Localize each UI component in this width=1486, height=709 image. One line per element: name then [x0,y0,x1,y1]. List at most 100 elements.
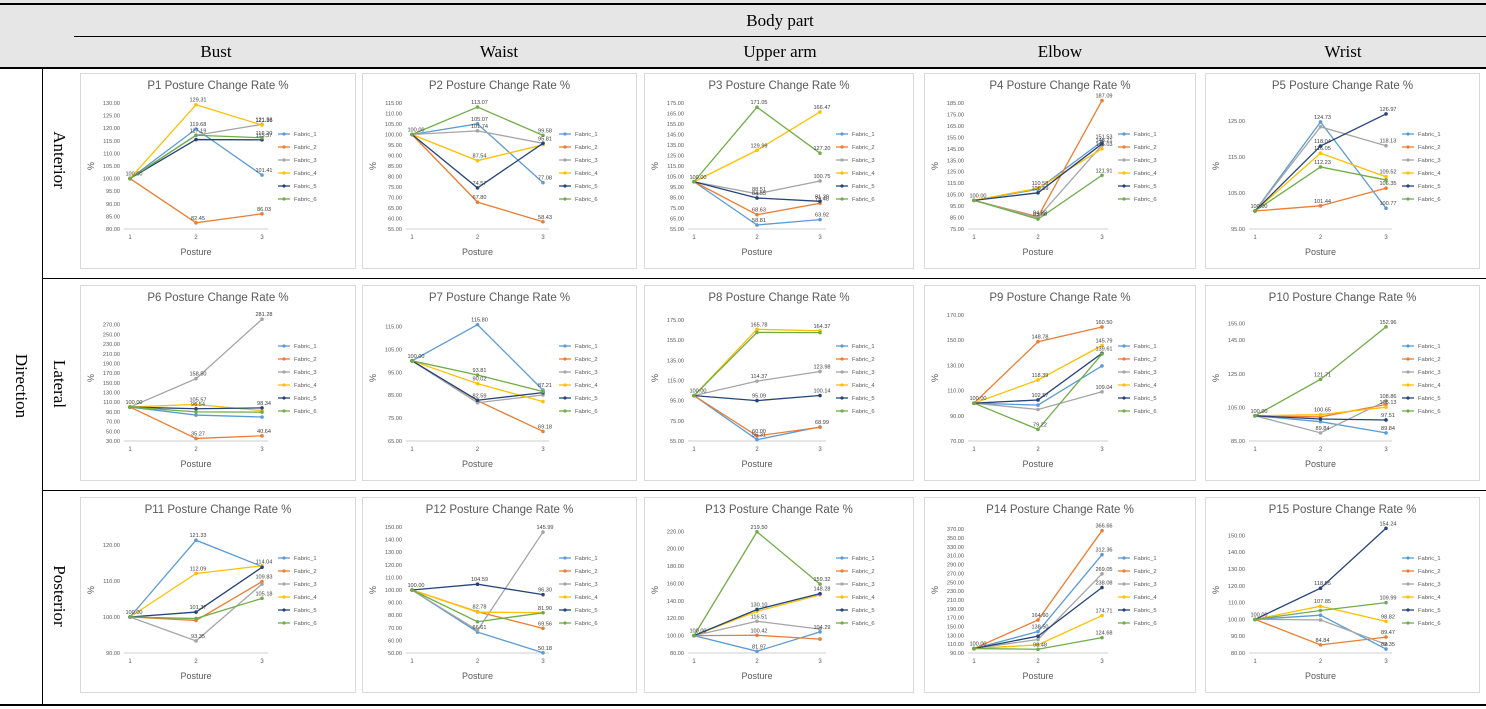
y-tick-label: 80.00 [1231,651,1245,657]
y-tick-label: 210.00 [947,598,964,604]
data-label: 148.28 [813,587,830,593]
data-point [1318,586,1323,591]
data-label: 56.31 [752,433,766,439]
data-label: 100.00 [125,610,142,616]
data-point [128,176,132,181]
data-label: 152.96 [1379,320,1396,326]
data-point [541,219,545,224]
column-header-upper-arm: Upper arm [743,42,817,61]
legend-label: Fabric_1 [1134,556,1157,562]
legend-marker [563,171,567,175]
y-tick-label: 110.00 [947,389,964,395]
legend-marker [563,409,567,413]
y-tick-label: 105.00 [385,347,402,353]
legend-marker [282,621,286,625]
data-point [475,186,480,190]
data-point [1100,173,1104,178]
legend-marker [1122,145,1126,149]
data-point [1036,398,1040,402]
data-label: 126.97 [1379,107,1396,113]
data-point [194,221,198,225]
y-tick-label: 115.00 [103,139,120,145]
legend-label: Fabric_1 [575,344,598,350]
data-point [1036,407,1040,412]
data-label: 118.13 [1380,139,1397,145]
y-tick-label: 65.00 [388,439,402,445]
data-point [1036,186,1040,191]
y-tick-label: 110.00 [1228,601,1245,607]
data-point [194,137,198,142]
data-label: 102.57 [1031,393,1048,399]
data-label: 116.05 [1314,146,1331,152]
chart-p9-svg: P9 Posture Change Rate % 70.00 90.00 110.00… [924,285,1196,481]
y-tick-label: 130.00 [103,391,120,397]
chart-p4-svg: P4 Posture Change Rate % 75.00 85.00 95.00 1… [924,73,1196,269]
data-point [755,607,759,612]
data-label: 164.37 [813,324,830,330]
chart-border [924,73,1196,269]
legend-label: Fabric_6 [1418,621,1441,627]
y-tick-label: 230.00 [103,342,120,348]
legend-marker [563,357,567,361]
data-label: 105.18 [255,591,272,597]
y-tick-label: 75.00 [670,206,684,212]
legend-marker [282,569,286,573]
legend-label: Fabric_5 [1418,396,1441,402]
data-label: 114.37 [751,374,768,380]
data-point [1100,364,1104,368]
chart-title: P5 Posture Change Rate % [1272,80,1413,92]
header-bottom-rule [0,67,1486,69]
row-label-posterior: Posterior [50,565,69,627]
data-label: 87.21 [538,383,552,389]
x-tick-label: 1 [972,659,976,665]
data-label: 67.80 [473,195,487,201]
y-tick-label: 135.00 [667,143,684,149]
data-label: 166.47 [813,105,830,111]
header-body-part: Body part [746,11,814,30]
data-label: 87.54 [473,154,487,160]
data-label: 104.59 [471,577,488,583]
legend-label: Fabric_4 [1134,383,1157,389]
data-point [475,158,480,163]
data-label: 100.00 [1250,612,1267,618]
legend-marker [563,383,567,387]
legend-marker [1406,145,1410,149]
data-label: 116.51 [751,614,768,620]
data-label: 79.22 [1033,422,1047,428]
legend-marker [840,409,844,413]
data-point [1318,643,1323,647]
data-point [755,437,759,442]
legend-label: Fabric_6 [1134,621,1157,627]
legend-label: Fabric_1 [294,132,317,138]
y-tick-label: 290.00 [947,563,964,569]
data-label: 88.51 [752,187,766,193]
y-tick-label: 110.00 [103,579,120,585]
data-point [541,180,545,185]
legend-label: Fabric_3 [1134,582,1157,588]
data-point [541,389,545,394]
data-point [1318,377,1323,382]
data-point [475,610,480,614]
data-label: 119.68 [190,122,207,128]
legend-label: Fabric_3 [852,582,875,588]
legend-label: Fabric_3 [1134,370,1157,376]
data-point [1384,143,1388,148]
data-point [755,379,759,383]
y-tick-label: 150.00 [947,624,964,630]
y-tick-label: 60.00 [388,217,402,223]
data-point [1036,643,1040,647]
legend-marker [1406,608,1410,612]
data-label: 109.04 [1095,385,1112,391]
legend-marker [282,409,286,413]
y-tick-label: 120.00 [385,563,402,569]
data-point [1318,151,1323,156]
chart-title: P14 Posture Change Rate % [986,504,1134,516]
legend-label: Fabric_1 [1134,344,1157,350]
data-label: 114.04 [256,559,273,565]
y-tick-label: 125.00 [1228,372,1245,378]
data-label: 145.79 [1095,339,1112,345]
top-rule [0,3,1486,5]
data-point [1384,325,1388,329]
data-label: 121.53 [255,117,272,123]
data-label: 100.00 [969,193,986,199]
